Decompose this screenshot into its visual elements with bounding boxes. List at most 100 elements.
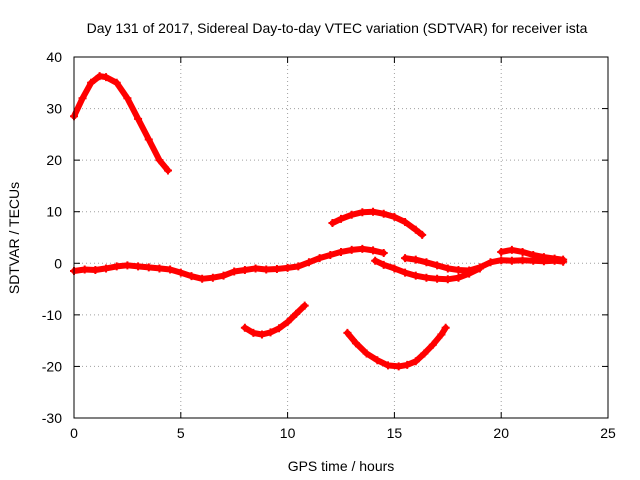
data-point <box>240 265 249 274</box>
data-point <box>262 265 271 274</box>
data-point <box>337 247 345 256</box>
data-point <box>358 244 367 253</box>
y-tick-label: 30 <box>46 101 62 117</box>
data-point <box>155 264 164 273</box>
data-point <box>411 357 420 366</box>
data-point <box>390 264 399 273</box>
data-point <box>198 274 207 283</box>
x-tick-label: 0 <box>70 425 78 441</box>
data-point <box>144 263 153 272</box>
data-point <box>166 265 175 274</box>
data-point <box>275 324 284 333</box>
x-axis-title: GPS time / hours <box>288 458 395 474</box>
data-point <box>383 361 392 370</box>
data-point <box>257 330 266 339</box>
data-point <box>401 254 410 263</box>
data-point <box>371 256 380 265</box>
data-point <box>102 73 111 82</box>
data-point <box>176 268 185 277</box>
data-point <box>422 273 431 282</box>
data-point <box>91 265 100 274</box>
data-point <box>394 362 403 371</box>
data-point <box>251 264 260 273</box>
data-point <box>219 271 228 280</box>
data-point <box>347 210 356 219</box>
data-point <box>208 273 217 282</box>
x-tick-label: 25 <box>600 425 616 441</box>
y-tick-label: 20 <box>46 152 62 168</box>
data-point <box>433 274 442 283</box>
data-point <box>486 258 495 267</box>
data-point <box>539 253 548 262</box>
data-point <box>326 251 335 260</box>
data-point <box>134 262 143 271</box>
data-point <box>507 256 516 265</box>
data-point <box>78 94 87 103</box>
y-tick-label: 40 <box>46 49 62 65</box>
data-point <box>390 212 399 221</box>
data-point <box>411 225 420 234</box>
data-point <box>497 247 506 256</box>
data-point <box>422 258 431 267</box>
data-point <box>102 264 111 273</box>
series-arc-3 <box>329 208 426 238</box>
data-point <box>95 72 104 81</box>
y-tick-label: -10 <box>42 307 62 323</box>
data-point <box>134 114 143 123</box>
axis-ticks: 0 5 10 15 20 25 -30 -20 -10 0 10 20 30 40 <box>42 49 616 441</box>
data-point <box>369 207 378 216</box>
series-arc-8 <box>344 324 449 370</box>
data-point <box>112 78 121 87</box>
data-point <box>87 78 96 87</box>
data-point <box>328 219 337 228</box>
data-point <box>337 214 345 223</box>
data-point <box>403 360 412 369</box>
data-point <box>272 264 281 273</box>
data-point <box>283 263 292 272</box>
y-tick-label: 10 <box>46 204 62 220</box>
data-point <box>411 271 420 280</box>
data-point <box>123 94 132 103</box>
data-point <box>362 349 371 358</box>
data-point <box>441 323 450 332</box>
plot-frame <box>73 56 609 419</box>
y-axis-title: SDTVAR / TECUs <box>6 182 22 294</box>
data-point <box>358 208 367 217</box>
data-point <box>230 267 239 276</box>
data-point <box>369 246 378 255</box>
series-arc-2 <box>71 245 387 282</box>
data-point <box>240 323 249 332</box>
data-point <box>343 328 352 337</box>
data-point <box>155 156 164 165</box>
data-point <box>443 275 452 284</box>
data-point <box>123 261 132 270</box>
data-point <box>347 245 356 254</box>
data-point <box>249 328 258 337</box>
data-point <box>144 135 153 144</box>
x-tick-label: 20 <box>493 425 509 441</box>
data-point <box>163 166 172 175</box>
data-point <box>80 265 89 274</box>
data-point <box>497 256 506 265</box>
data-point <box>315 254 324 263</box>
x-tick-label: 5 <box>177 425 185 441</box>
data-point <box>351 339 360 348</box>
data-point <box>187 272 196 281</box>
data-point <box>475 263 484 272</box>
chart-title: Day 131 of 2017, Sidereal Day-to-day VTE… <box>87 20 588 36</box>
data-point <box>112 262 121 271</box>
grid <box>74 57 608 418</box>
data-point <box>304 258 313 267</box>
data-point <box>379 209 388 218</box>
data-point <box>507 245 516 254</box>
x-tick-label: 10 <box>280 425 296 441</box>
data-point <box>411 255 420 264</box>
data-point <box>266 328 275 337</box>
data-point <box>443 264 452 273</box>
series-arc-1 <box>71 73 171 174</box>
x-tick-label: 15 <box>387 425 403 441</box>
data-point <box>454 273 463 282</box>
data-point <box>418 230 427 239</box>
data-point <box>550 254 559 263</box>
